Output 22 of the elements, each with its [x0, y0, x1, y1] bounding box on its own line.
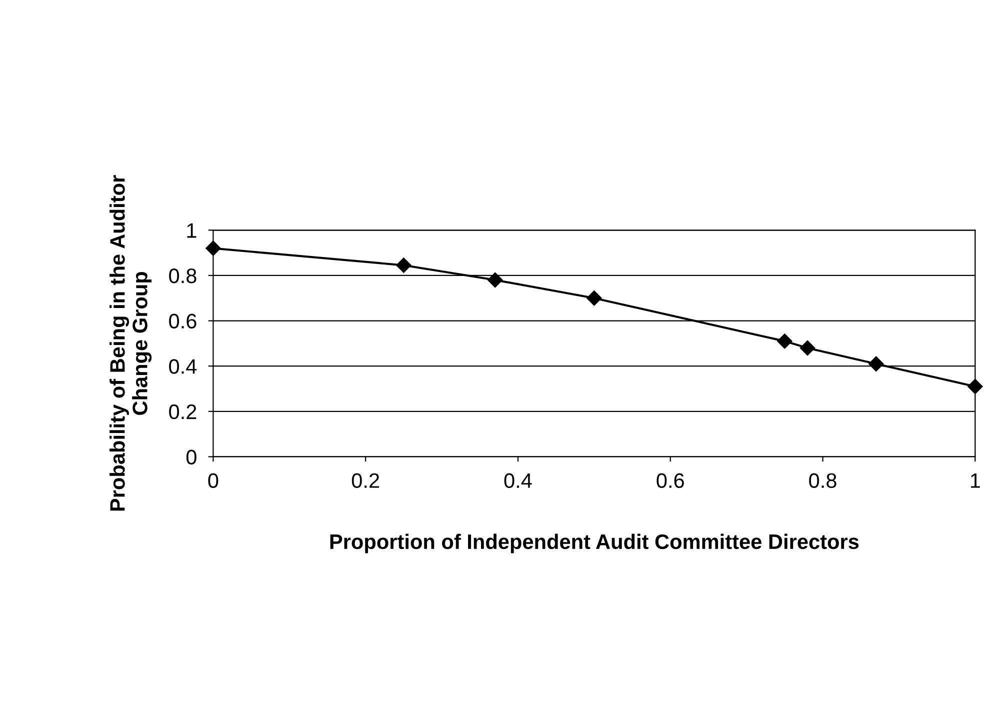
point	[868, 356, 884, 372]
x-axis-title: Proportion of Independent Audit Committee Directors	[330, 534, 859, 554]
x-tick-label: 1	[970, 473, 980, 488]
y-axis-title: Probability of Being in the Auditor Change Group	[110, 175, 152, 511]
y-tick-label: 0.2	[169, 404, 196, 420]
x-tick-label: 0.4	[504, 473, 532, 488]
point	[800, 340, 816, 356]
y-tick-label: 0.4	[169, 359, 197, 374]
y-tick-label: 0.8	[169, 268, 196, 284]
y-tick-label: 0	[186, 450, 196, 464]
point	[396, 258, 412, 273]
y-tick-label: 0.6	[169, 314, 196, 329]
x-tick-label: 0	[208, 473, 218, 488]
x-tick-label: 0.8	[809, 473, 836, 488]
point	[777, 334, 792, 349]
point	[488, 272, 503, 288]
y-tick-label: 1	[187, 223, 196, 238]
point	[586, 290, 602, 306]
point	[968, 378, 983, 394]
x-tick-label: 0.6	[656, 473, 684, 488]
x-tick-label: 0.2	[352, 473, 380, 488]
point	[206, 240, 221, 256]
